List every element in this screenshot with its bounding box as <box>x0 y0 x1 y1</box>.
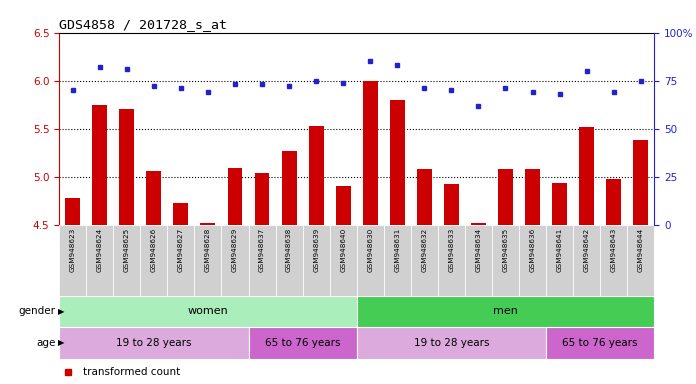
Bar <box>330 225 357 296</box>
Text: ▶: ▶ <box>58 307 65 316</box>
Bar <box>303 225 330 296</box>
Text: GSM948643: GSM948643 <box>610 227 617 272</box>
Text: GSM948640: GSM948640 <box>340 227 346 272</box>
Text: GSM948634: GSM948634 <box>475 227 482 272</box>
Text: GSM948638: GSM948638 <box>286 227 292 272</box>
Text: GSM948633: GSM948633 <box>448 227 454 272</box>
Text: GSM948628: GSM948628 <box>205 227 211 272</box>
Bar <box>59 327 248 359</box>
Text: age: age <box>36 338 56 348</box>
Bar <box>200 223 215 225</box>
Bar <box>525 169 540 225</box>
Text: GSM948629: GSM948629 <box>232 227 238 272</box>
Bar <box>390 100 404 225</box>
Text: GSM948632: GSM948632 <box>421 227 427 272</box>
Bar <box>113 225 141 296</box>
Bar <box>65 198 80 225</box>
Bar <box>471 223 486 225</box>
Bar <box>444 184 459 225</box>
Bar <box>600 225 627 296</box>
Bar <box>573 225 600 296</box>
Bar <box>86 225 113 296</box>
Text: ▶: ▶ <box>58 338 65 348</box>
Text: GSM948630: GSM948630 <box>367 227 373 272</box>
Bar <box>59 296 357 327</box>
Bar <box>552 184 567 225</box>
Bar <box>492 225 519 296</box>
Bar <box>276 225 303 296</box>
Bar <box>465 225 492 296</box>
Bar <box>546 327 654 359</box>
Text: GSM948642: GSM948642 <box>584 227 590 272</box>
Bar <box>498 169 513 225</box>
Text: women: women <box>187 306 228 316</box>
Bar <box>119 109 134 225</box>
Bar <box>282 151 296 225</box>
Text: GSM948627: GSM948627 <box>178 227 184 272</box>
Bar <box>357 296 654 327</box>
Bar <box>255 173 269 225</box>
Text: GSM948644: GSM948644 <box>638 227 644 272</box>
Bar <box>248 327 356 359</box>
Bar <box>357 225 383 296</box>
Bar <box>417 169 432 225</box>
Bar <box>59 225 86 296</box>
Text: 19 to 28 years: 19 to 28 years <box>116 338 191 348</box>
Text: GSM948636: GSM948636 <box>530 227 535 272</box>
Text: GSM948623: GSM948623 <box>70 227 76 272</box>
Text: 65 to 76 years: 65 to 76 years <box>265 338 340 348</box>
Text: GSM948626: GSM948626 <box>151 227 157 272</box>
Bar <box>363 81 378 225</box>
Bar <box>141 225 167 296</box>
Bar <box>93 105 107 225</box>
Bar <box>146 171 161 225</box>
Bar <box>173 203 189 225</box>
Bar <box>579 127 594 225</box>
Bar <box>357 327 546 359</box>
Text: GSM948637: GSM948637 <box>259 227 265 272</box>
Text: men: men <box>493 306 518 316</box>
Bar <box>606 179 621 225</box>
Bar <box>633 140 648 225</box>
Text: GSM948641: GSM948641 <box>557 227 562 272</box>
Text: GSM948625: GSM948625 <box>124 227 129 272</box>
Bar <box>194 225 221 296</box>
Bar <box>221 225 248 296</box>
Text: transformed count: transformed count <box>83 367 180 377</box>
Bar <box>335 186 351 225</box>
Bar <box>167 225 194 296</box>
Text: GSM948631: GSM948631 <box>394 227 400 272</box>
Text: GDS4858 / 201728_s_at: GDS4858 / 201728_s_at <box>59 18 227 31</box>
Text: 65 to 76 years: 65 to 76 years <box>562 338 638 348</box>
Bar <box>383 225 411 296</box>
Bar <box>411 225 438 296</box>
Text: gender: gender <box>19 306 56 316</box>
Bar <box>248 225 276 296</box>
Bar <box>438 225 465 296</box>
Bar <box>309 126 324 225</box>
Text: 19 to 28 years: 19 to 28 years <box>413 338 489 348</box>
Text: GSM948624: GSM948624 <box>97 227 103 272</box>
Bar <box>519 225 546 296</box>
Bar <box>627 225 654 296</box>
Text: GSM948635: GSM948635 <box>503 227 509 272</box>
Bar <box>546 225 573 296</box>
Text: GSM948639: GSM948639 <box>313 227 319 272</box>
Bar <box>228 168 242 225</box>
